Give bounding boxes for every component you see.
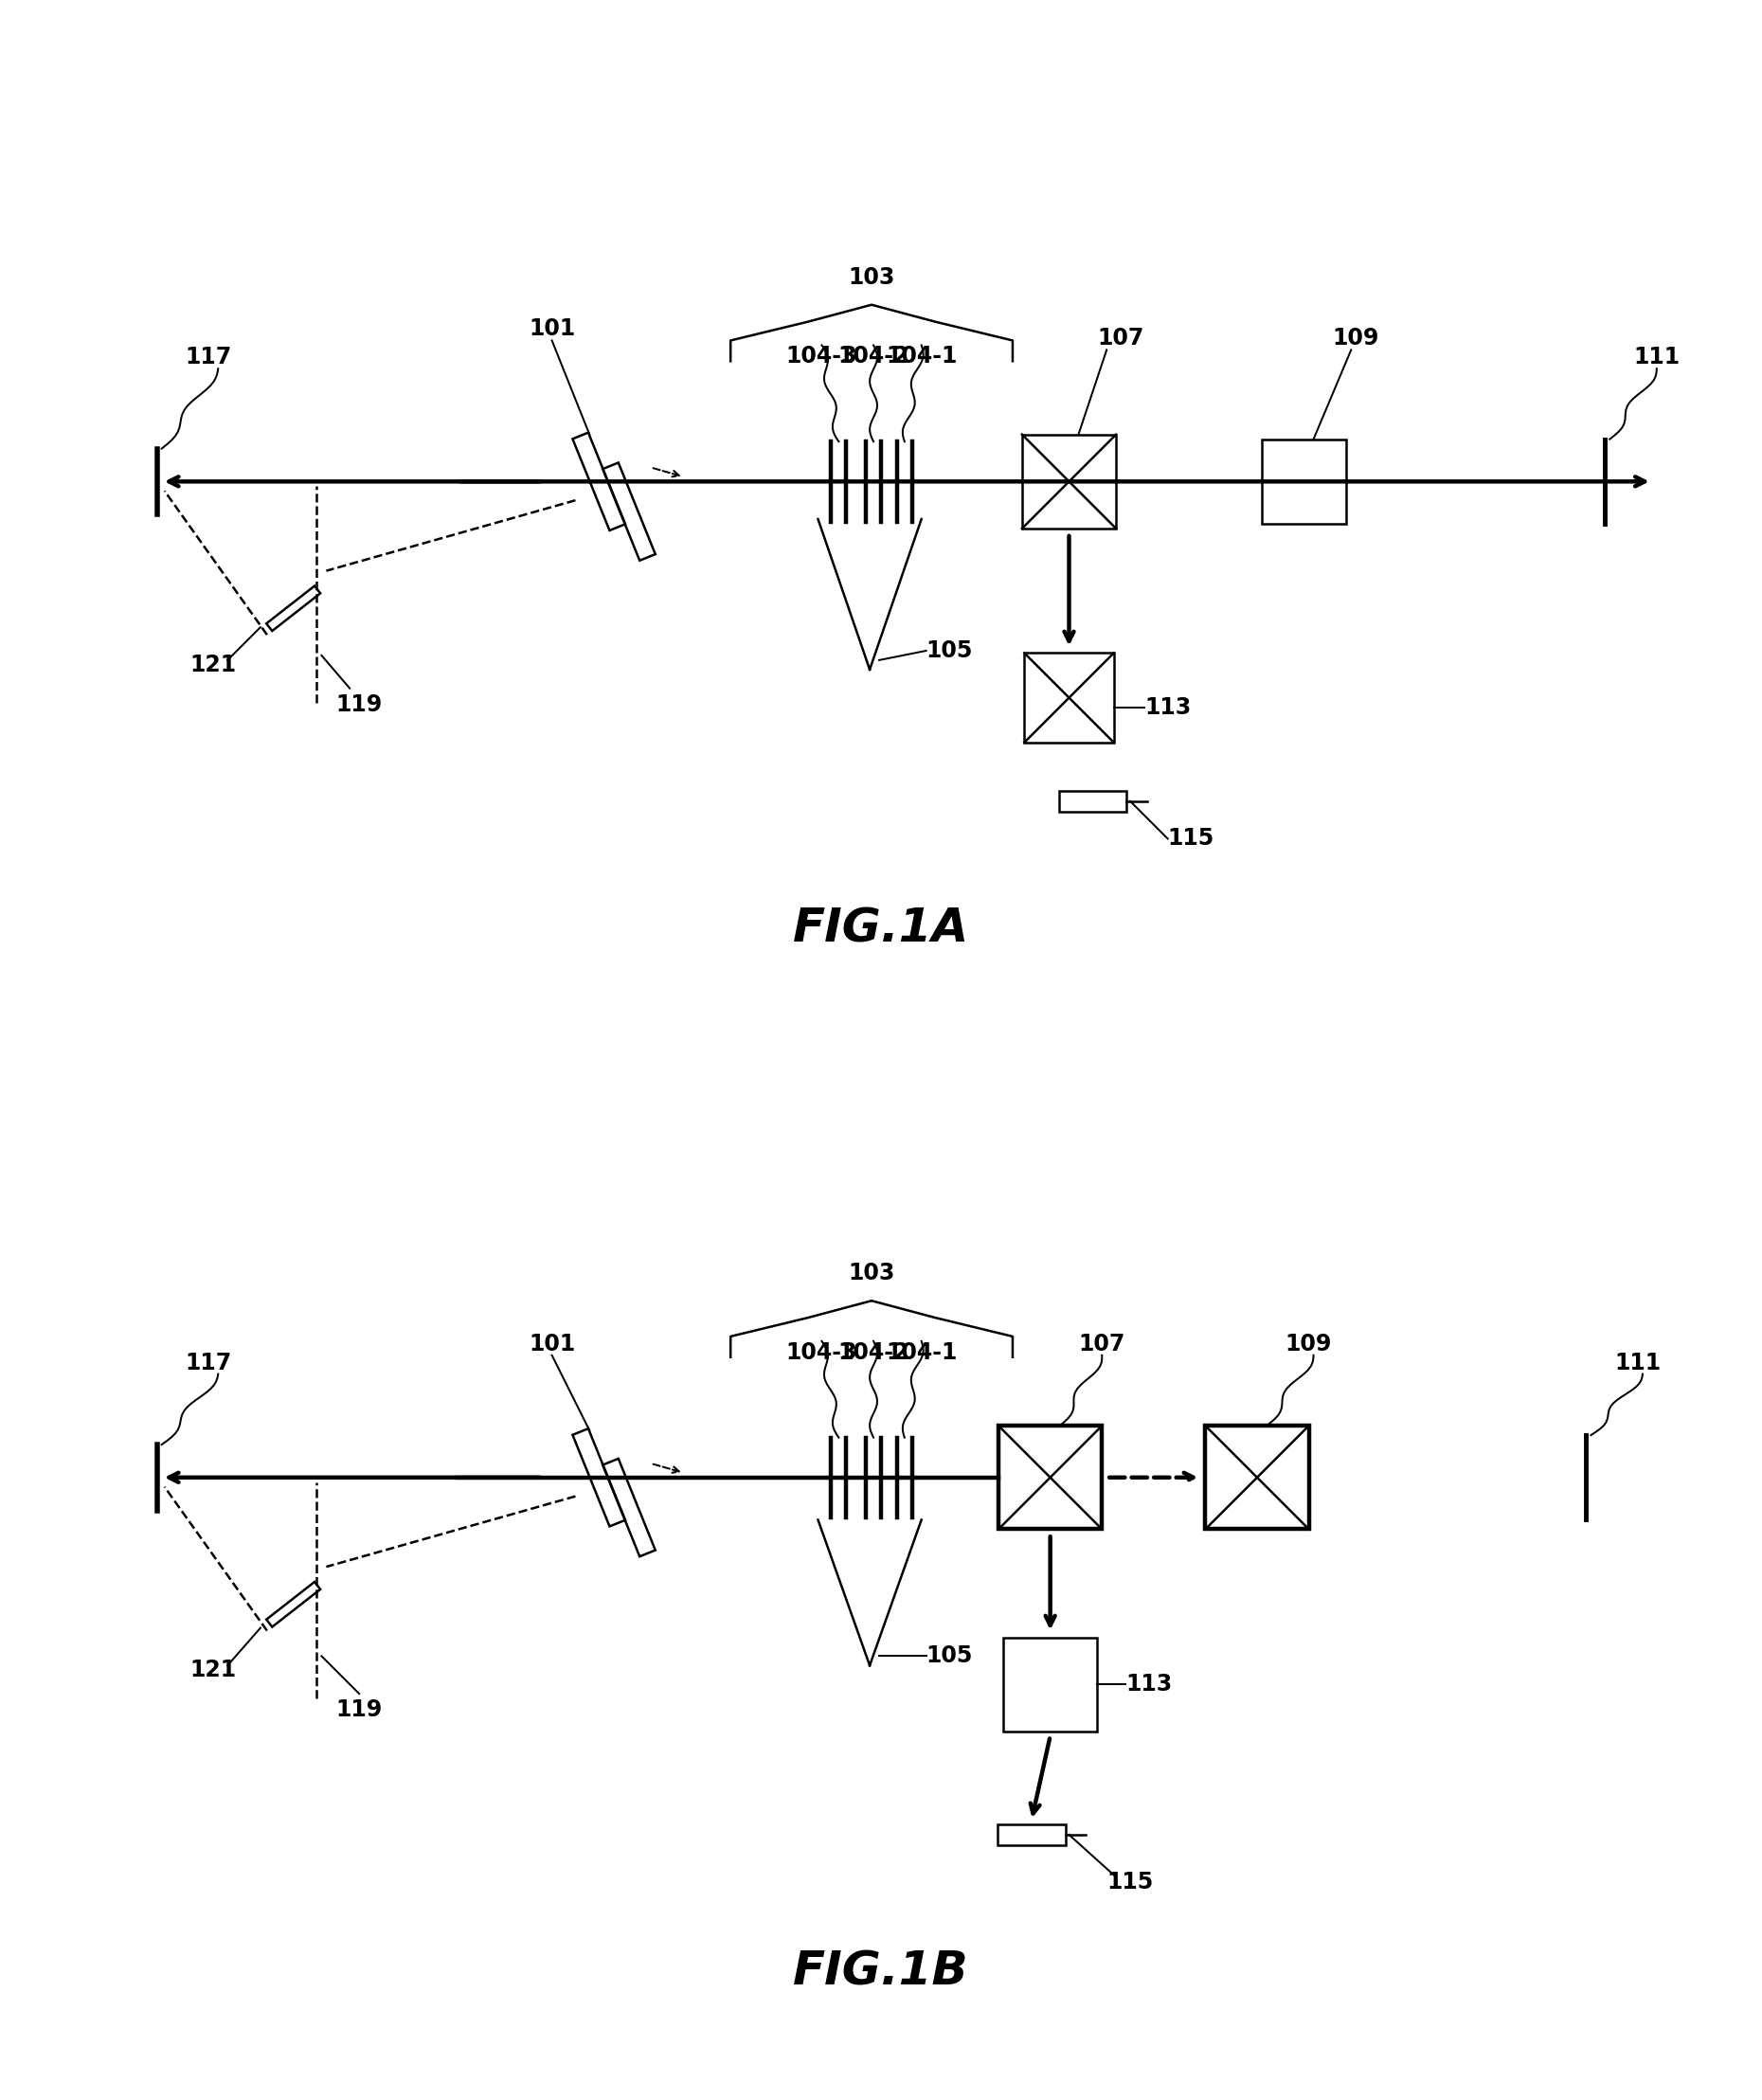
Text: 119: 119 (337, 1699, 382, 1722)
Text: 107: 107 (1078, 1334, 1126, 1355)
Text: 121: 121 (190, 1659, 236, 1682)
Bar (1262, 439, 1346, 523)
Text: 121: 121 (190, 653, 236, 676)
Text: 113: 113 (1126, 1674, 1172, 1695)
Text: 115: 115 (1107, 1871, 1154, 1892)
Text: 103: 103 (848, 267, 895, 290)
Bar (999, 1426, 1101, 1529)
Text: 109: 109 (1284, 1334, 1332, 1355)
Text: 111: 111 (1633, 346, 1679, 370)
Bar (1003, 1638, 1098, 1730)
Text: 113: 113 (1144, 695, 1191, 718)
Text: 104-3: 104-3 (786, 1342, 858, 1363)
Text: 101: 101 (529, 1334, 574, 1355)
Text: 104-2: 104-2 (837, 344, 909, 368)
Bar (1059, 792, 1126, 811)
Text: 117: 117 (185, 1350, 233, 1373)
Text: 105: 105 (927, 638, 973, 662)
Bar (1024, 653, 1114, 743)
Bar (997, 1825, 1066, 1846)
Text: 119: 119 (337, 693, 382, 716)
Text: 107: 107 (1098, 328, 1144, 351)
Text: 104-1: 104-1 (886, 344, 957, 368)
Bar (1022, 435, 1115, 529)
Text: 104-1: 104-1 (886, 1342, 957, 1363)
Text: 115: 115 (1168, 827, 1214, 851)
Bar (1205, 1426, 1309, 1529)
Text: FIG.1A: FIG.1A (793, 905, 969, 951)
Text: 111: 111 (1614, 1350, 1662, 1373)
Text: 109: 109 (1332, 328, 1380, 351)
Text: 101: 101 (529, 317, 574, 340)
Text: 117: 117 (185, 346, 233, 370)
Text: 104-3: 104-3 (786, 344, 858, 368)
Text: FIG.1B: FIG.1B (793, 1949, 969, 1995)
Text: 105: 105 (927, 1644, 973, 1667)
Text: 103: 103 (848, 1262, 895, 1285)
Text: 104-2: 104-2 (837, 1342, 909, 1363)
